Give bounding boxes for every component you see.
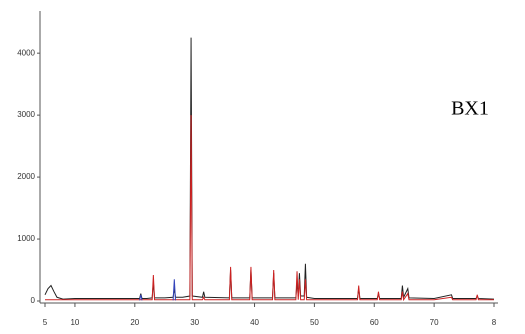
y-tick-label: 4000 bbox=[17, 48, 35, 57]
x-tick-label: 30 bbox=[190, 318, 199, 327]
x-tick-label: 60 bbox=[370, 318, 379, 327]
y-tick-label: 1000 bbox=[17, 234, 35, 243]
y-tick-label: 2000 bbox=[17, 172, 35, 181]
series-line bbox=[45, 115, 494, 302]
series-line bbox=[44, 37, 495, 300]
x-tick-label: 70 bbox=[430, 318, 439, 327]
x-tick-label: 20 bbox=[130, 318, 139, 327]
x-tick-label: 8 bbox=[492, 318, 497, 327]
x-tick-label: 5 bbox=[43, 318, 48, 327]
series-line bbox=[139, 279, 177, 301]
annotation: BX1 bbox=[451, 98, 489, 120]
x-tick-label: 10 bbox=[70, 318, 79, 327]
x-tick-label: 50 bbox=[310, 318, 319, 327]
x-tick-label: 40 bbox=[250, 318, 259, 327]
y-tick-label: 0 bbox=[31, 296, 36, 305]
y-tick-label: 3000 bbox=[17, 110, 35, 119]
